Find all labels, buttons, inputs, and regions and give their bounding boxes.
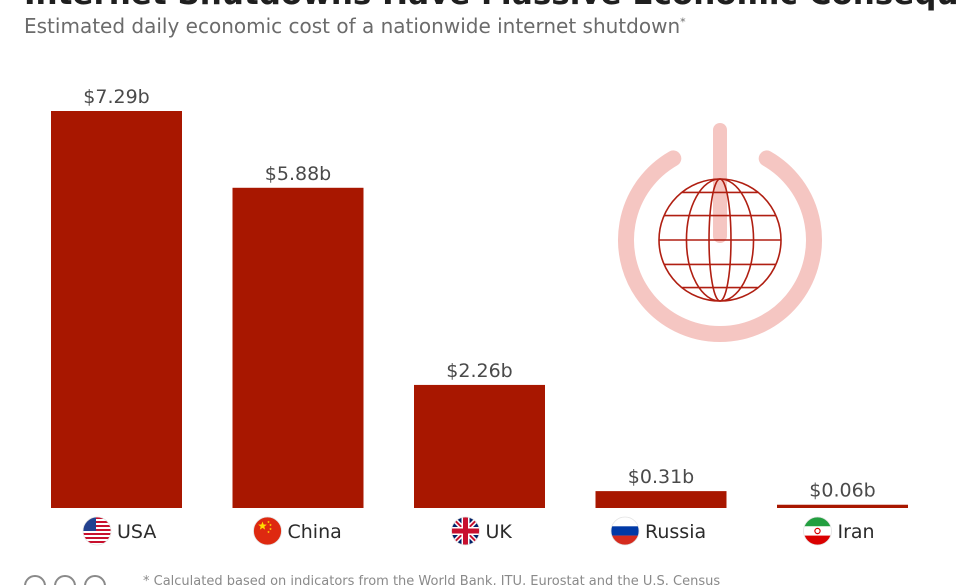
category-label: Iran — [838, 521, 875, 543]
value-label: $0.06b — [809, 480, 875, 502]
globe-icon — [658, 178, 782, 302]
value-label: $5.88b — [265, 163, 331, 185]
value-label: $0.31b — [628, 466, 694, 488]
bar-china — [232, 187, 364, 508]
footnote: * Calculated based on indicators from th… — [143, 574, 721, 585]
chart-subtitle: Estimated daily economic cost of a natio… — [24, 14, 686, 38]
bar-uk — [414, 384, 545, 508]
category-label: UK — [486, 521, 513, 543]
uk-flag-icon — [451, 516, 480, 546]
us-flag-icon — [82, 516, 112, 546]
category-label: USA — [117, 521, 156, 543]
bars-group — [51, 111, 908, 508]
subtitle-marker: * — [680, 15, 686, 29]
power-globe-icon — [618, 123, 822, 342]
bar-usa — [51, 111, 182, 508]
power-ring — [618, 150, 822, 342]
value-label: $7.29b — [83, 86, 149, 108]
china-flag-icon — [253, 516, 282, 546]
category-label: China — [288, 521, 342, 543]
license-icons — [24, 574, 106, 585]
russia-flag-icon — [610, 516, 640, 546]
iran-flag-icon — [803, 516, 832, 546]
by-icon — [54, 575, 76, 585]
cc-icon — [24, 575, 46, 585]
equal-icon — [84, 575, 106, 585]
bar-russia — [595, 491, 727, 508]
chart-title: Internet Shutdowns Have Massive Economic… — [24, 0, 960, 12]
category-label: Russia — [645, 521, 706, 543]
subtitle-text: Estimated daily economic cost of a natio… — [24, 14, 681, 38]
labels-group: $7.29b USA $5.88b China $2.26b UK $0.31b Russia… — [82, 86, 876, 546]
value-label: $2.26b — [446, 360, 512, 382]
bar-iran — [777, 504, 908, 508]
